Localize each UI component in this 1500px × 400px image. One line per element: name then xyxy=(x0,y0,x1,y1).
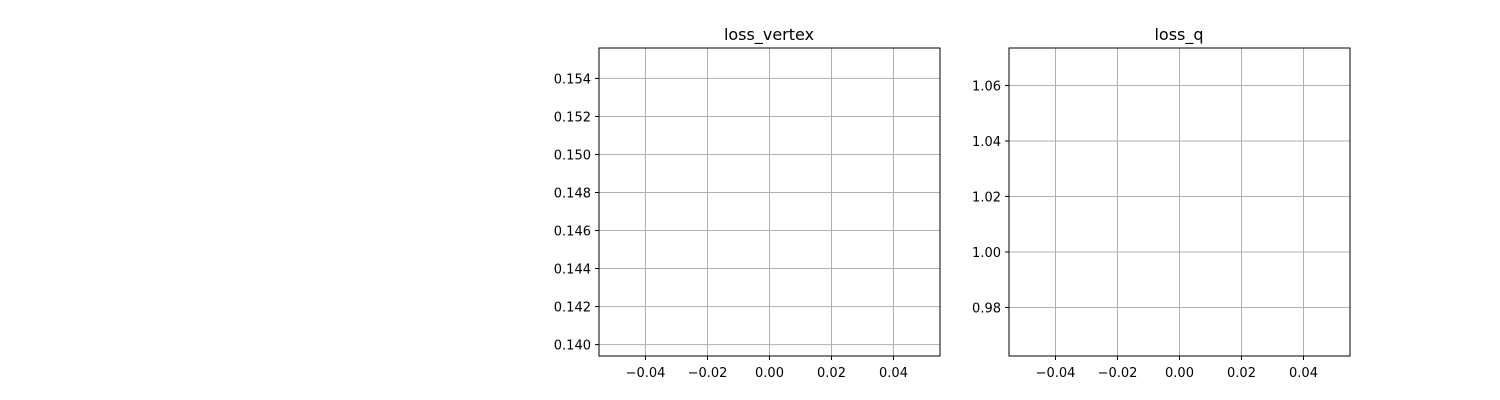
x-tick-label: −0.04 xyxy=(1036,366,1076,381)
y-tick-label: 0.146 xyxy=(554,225,591,240)
y-tick-label: 0.154 xyxy=(554,72,591,87)
y-tick-label: 1.04 xyxy=(972,135,1001,150)
y-tick-label: 0.98 xyxy=(972,301,1001,316)
subplot-title: loss_vertex xyxy=(724,25,814,45)
y-tick-label: 0.140 xyxy=(554,339,591,354)
x-tick-label: 0.02 xyxy=(1227,366,1256,381)
x-tick-label: −0.04 xyxy=(626,366,666,381)
x-tick-label: 0.04 xyxy=(879,366,908,381)
subplot-title: loss_q xyxy=(1154,25,1203,45)
y-tick-label: 0.142 xyxy=(554,301,591,316)
y-tick-label: 1.02 xyxy=(972,190,1001,205)
subplot-loss-q: loss_q −0.04 −0.02 0.00 0.02 0.04 0.98 1.00 1.0… xyxy=(972,25,1351,381)
x-tick-label: −0.02 xyxy=(688,366,728,381)
x-tick-label: 0.00 xyxy=(1165,366,1194,381)
x-tick-label: −0.02 xyxy=(1098,366,1138,381)
subplot-loss-vertex: loss_vertex −0.04 −0.02 0.00 0.02 0.04 0.140 0… xyxy=(554,25,941,381)
x-tick-label: 0.00 xyxy=(755,366,784,381)
x-tick-label: 0.04 xyxy=(1289,366,1318,381)
y-tick-label: 1.06 xyxy=(972,79,1001,94)
y-tick-label: 0.148 xyxy=(554,186,591,201)
y-tick-label: 0.144 xyxy=(554,263,591,278)
y-tick-label: 0.152 xyxy=(554,110,591,125)
y-tick-label: 0.150 xyxy=(554,148,591,163)
x-tick-label: 0.02 xyxy=(817,366,846,381)
y-tick-label: 1.00 xyxy=(972,246,1001,261)
